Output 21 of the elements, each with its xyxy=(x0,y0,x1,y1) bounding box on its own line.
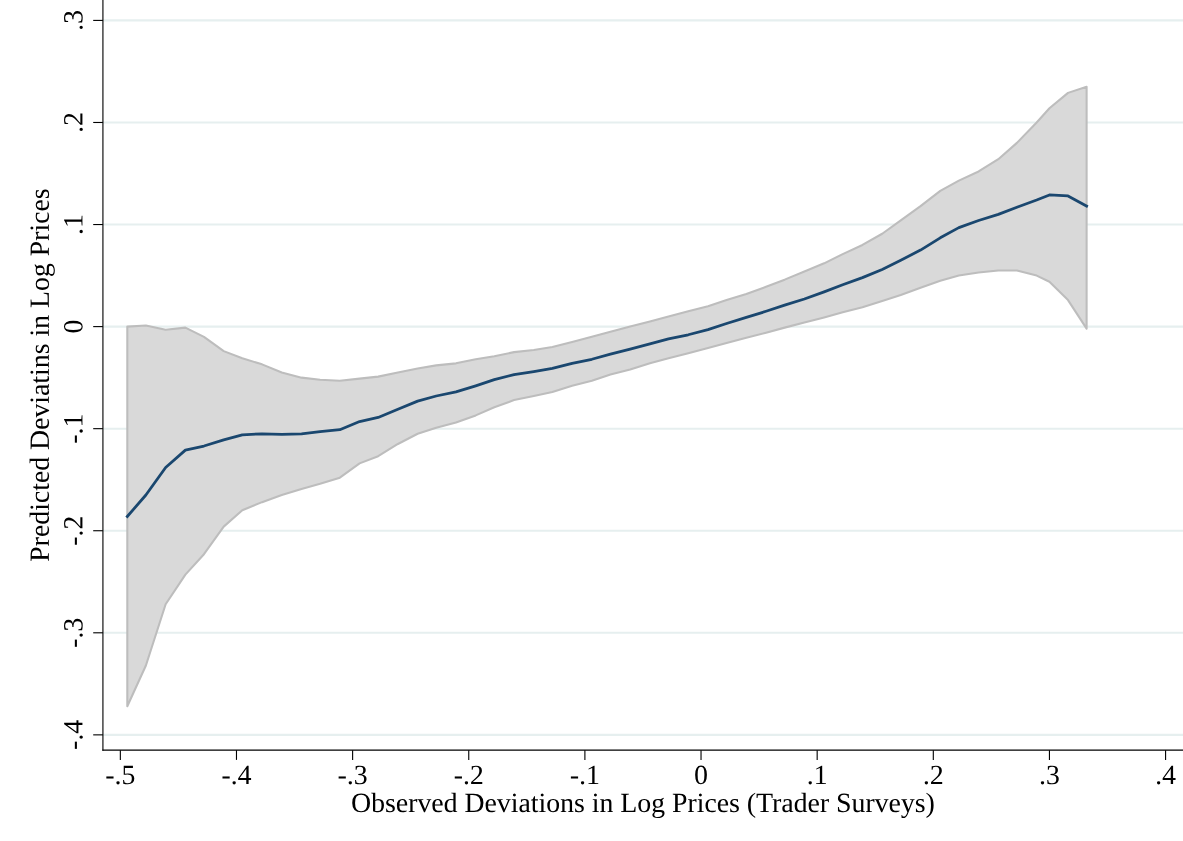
y-tick-label: .1 xyxy=(64,215,83,234)
x-tick-label: .2 xyxy=(924,765,943,785)
x-tick-label: 0 xyxy=(695,765,707,785)
x-tick-label: .4 xyxy=(1156,765,1176,785)
x-tick-label: -.4 xyxy=(222,765,252,785)
y-tick-label: .3 xyxy=(64,11,83,29)
y-axis-title: Predicted Deviatins in Log Prices xyxy=(29,189,55,561)
y-tick-label: .2 xyxy=(64,113,83,132)
x-tick-label: -.2 xyxy=(454,765,483,785)
x-tick-label: .3 xyxy=(1040,765,1059,785)
y-tick-label: -.1 xyxy=(64,415,83,443)
y-tick-label: -.2 xyxy=(64,517,83,545)
x-axis-title: Observed Deviations in Log Prices (Trader Surveys) xyxy=(352,792,934,818)
y-tick-label: 0 xyxy=(63,320,83,333)
line-series xyxy=(125,193,1088,518)
x-tick-label: .1 xyxy=(808,765,826,785)
y-tick-label: -.3 xyxy=(64,618,83,647)
x-tick-label: -.3 xyxy=(338,765,367,785)
y-tick-label: -.4 xyxy=(64,720,83,749)
x-tick-label: -.5 xyxy=(106,765,135,785)
x-tick-label: -.1 xyxy=(570,765,599,785)
